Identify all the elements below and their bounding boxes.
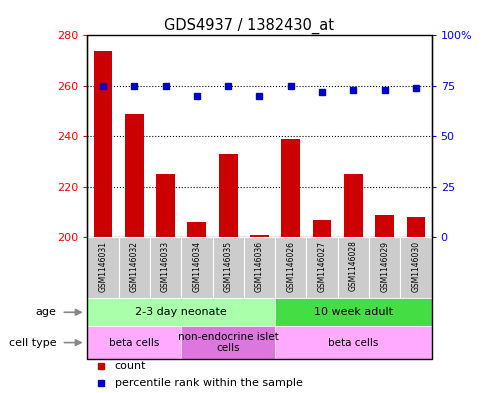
Text: GSM1146033: GSM1146033 bbox=[161, 241, 170, 292]
Bar bbox=[125, 114, 144, 237]
Bar bbox=[281, 139, 300, 237]
Bar bbox=[188, 222, 206, 237]
Text: GSM1146036: GSM1146036 bbox=[255, 241, 264, 292]
Text: age: age bbox=[35, 307, 56, 317]
Text: GSM1146034: GSM1146034 bbox=[193, 241, 202, 292]
Text: beta cells: beta cells bbox=[328, 338, 379, 347]
Text: 10 week adult: 10 week adult bbox=[314, 307, 393, 317]
Bar bbox=[313, 220, 331, 237]
Bar bbox=[275, 327, 432, 359]
Text: GSM1146027: GSM1146027 bbox=[317, 241, 326, 292]
Bar bbox=[344, 174, 363, 237]
Bar bbox=[375, 215, 394, 237]
Bar bbox=[275, 298, 432, 327]
Text: cell type: cell type bbox=[8, 338, 56, 347]
Text: GSM1146031: GSM1146031 bbox=[98, 241, 107, 292]
Bar bbox=[219, 154, 238, 237]
Bar bbox=[119, 237, 150, 298]
Text: non-endocrine islet
cells: non-endocrine islet cells bbox=[178, 332, 278, 353]
Text: GSM1146032: GSM1146032 bbox=[130, 241, 139, 292]
Bar bbox=[407, 217, 425, 237]
Text: count: count bbox=[115, 361, 146, 371]
Text: beta cells: beta cells bbox=[109, 338, 160, 347]
Bar bbox=[87, 298, 275, 327]
Text: GSM1146030: GSM1146030 bbox=[412, 241, 421, 292]
Bar bbox=[250, 235, 269, 237]
Bar bbox=[275, 237, 306, 298]
Text: GSM1146029: GSM1146029 bbox=[380, 241, 389, 292]
Bar bbox=[213, 237, 244, 298]
Text: GSM1146035: GSM1146035 bbox=[224, 241, 233, 292]
Bar bbox=[338, 237, 369, 298]
Text: percentile rank within the sample: percentile rank within the sample bbox=[115, 378, 303, 388]
Text: GSM1146026: GSM1146026 bbox=[286, 241, 295, 292]
Bar bbox=[156, 174, 175, 237]
Bar bbox=[400, 237, 432, 298]
Bar bbox=[306, 237, 338, 298]
Bar bbox=[87, 327, 181, 359]
Text: GDS4937 / 1382430_at: GDS4937 / 1382430_at bbox=[165, 18, 334, 34]
Text: 2-3 day neonate: 2-3 day neonate bbox=[135, 307, 227, 317]
Bar bbox=[244, 237, 275, 298]
Bar bbox=[94, 51, 112, 237]
Text: GSM1146028: GSM1146028 bbox=[349, 241, 358, 291]
Bar bbox=[181, 327, 275, 359]
Bar bbox=[369, 237, 400, 298]
Bar bbox=[150, 237, 181, 298]
Bar bbox=[87, 237, 119, 298]
Bar bbox=[181, 237, 213, 298]
